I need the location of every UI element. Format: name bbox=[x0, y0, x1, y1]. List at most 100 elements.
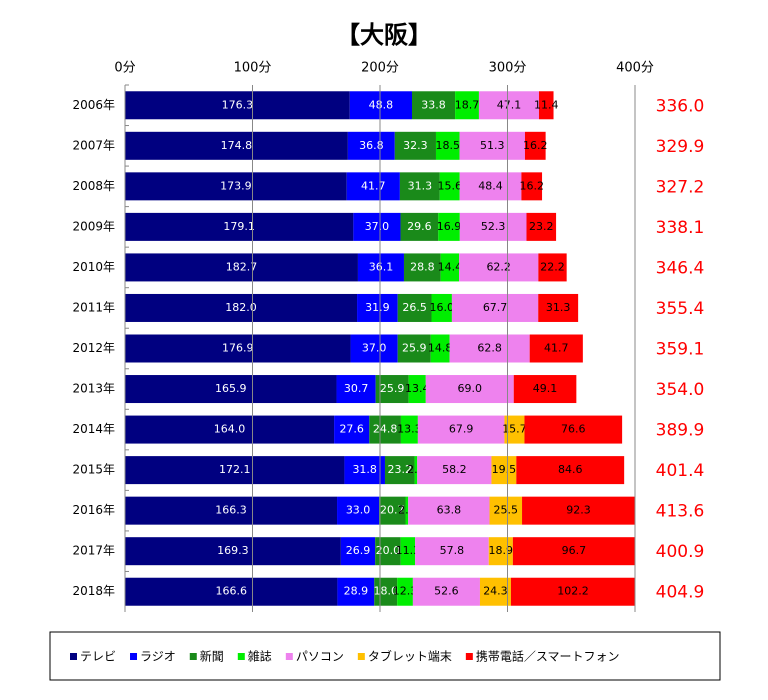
bar-segment bbox=[397, 577, 413, 606]
bar-segment bbox=[125, 334, 351, 363]
data-label: 172.1 bbox=[219, 463, 251, 476]
data-label: 33.8 bbox=[421, 98, 446, 111]
bar-segment bbox=[125, 91, 350, 120]
x-tick-label: 400分 bbox=[616, 61, 654, 76]
data-label: 19.5 bbox=[492, 463, 517, 476]
x-tick-label: 0分 bbox=[114, 61, 135, 76]
y-tick-label: 2009年 bbox=[72, 219, 115, 233]
total-label: 346.4 bbox=[656, 258, 705, 278]
y-tick-label: 2015年 bbox=[72, 463, 115, 477]
data-label: 47.1 bbox=[497, 98, 522, 111]
data-label: 49.1 bbox=[533, 382, 558, 395]
legend-label: 雑誌 bbox=[248, 649, 272, 664]
bar-segment bbox=[489, 496, 523, 525]
data-label: 169.3 bbox=[217, 544, 249, 557]
bar-segment bbox=[526, 212, 557, 241]
bar-segment bbox=[415, 537, 489, 566]
data-label: 18.7 bbox=[455, 98, 480, 111]
total-label: 400.9 bbox=[656, 542, 705, 562]
data-label: 12.3 bbox=[393, 585, 418, 598]
legend-label: タブレット端末 bbox=[368, 649, 452, 664]
bar-segment bbox=[125, 253, 358, 282]
data-label: 51.3 bbox=[480, 139, 505, 152]
legend-swatch bbox=[465, 653, 473, 660]
total-label: 404.9 bbox=[656, 583, 705, 603]
bar-segment bbox=[405, 496, 409, 525]
data-label: 14.4 bbox=[438, 260, 463, 273]
bar-segment bbox=[455, 91, 479, 120]
legend-swatch bbox=[237, 653, 245, 660]
y-tick-label: 2010年 bbox=[72, 260, 115, 274]
bar-segment bbox=[414, 456, 418, 485]
data-label: 84.6 bbox=[558, 463, 583, 476]
total-label: 413.6 bbox=[656, 502, 705, 522]
x-tick-label: 200分 bbox=[361, 61, 399, 76]
data-label: 29.6 bbox=[407, 220, 432, 233]
data-label: 58.2 bbox=[442, 463, 467, 476]
data-label: 26.9 bbox=[346, 544, 371, 557]
data-label: 20.7 bbox=[380, 504, 405, 517]
data-label: 182.0 bbox=[225, 301, 257, 314]
bar-segment bbox=[344, 456, 385, 485]
bar-segment bbox=[538, 293, 579, 322]
legend-swatch bbox=[357, 653, 365, 660]
bar-segment bbox=[400, 415, 418, 444]
data-label: 48.4 bbox=[478, 179, 503, 192]
bar-segment bbox=[417, 456, 492, 485]
y-tick-label: 2018年 bbox=[72, 584, 115, 598]
bar-segment bbox=[397, 293, 432, 322]
bar-segment bbox=[125, 172, 347, 201]
bar-segment bbox=[337, 496, 380, 525]
data-label: 173.9 bbox=[220, 179, 252, 192]
bar-segment bbox=[397, 334, 431, 363]
bar-segment bbox=[400, 212, 439, 241]
y-tick-label: 2011年 bbox=[72, 300, 115, 314]
bar-segment bbox=[513, 375, 577, 404]
bar-segment bbox=[430, 334, 450, 363]
legend-swatch bbox=[189, 653, 197, 660]
total-label: 327.2 bbox=[656, 177, 705, 197]
bar-segment bbox=[459, 131, 525, 160]
bar-segment bbox=[125, 496, 338, 525]
legend-label: ラジオ bbox=[140, 650, 176, 664]
data-label: 63.8 bbox=[437, 504, 462, 517]
data-label: 165.9 bbox=[215, 382, 247, 395]
bar-segment bbox=[512, 537, 635, 566]
bar-segment bbox=[425, 375, 514, 404]
bar-segment bbox=[399, 172, 440, 201]
total-label: 329.9 bbox=[656, 137, 705, 157]
bar-segment bbox=[125, 577, 338, 606]
data-label: 52.3 bbox=[481, 220, 506, 233]
data-label: 164.0 bbox=[214, 423, 246, 436]
data-label: 76.6 bbox=[561, 423, 586, 436]
bar-segment bbox=[400, 537, 416, 566]
legend-label: パソコン bbox=[296, 650, 344, 664]
data-label: 28.9 bbox=[344, 585, 369, 598]
bar-segment bbox=[353, 212, 401, 241]
bar-segment bbox=[125, 537, 341, 566]
data-label: 16.2 bbox=[523, 139, 548, 152]
data-label: 48.8 bbox=[369, 98, 394, 111]
data-label: 32.3 bbox=[403, 139, 428, 152]
data-label: 67.9 bbox=[449, 423, 474, 436]
bar-segment bbox=[504, 415, 525, 444]
bar-segment bbox=[336, 375, 376, 404]
total-label: 389.9 bbox=[656, 421, 705, 441]
bar-segment bbox=[431, 293, 452, 322]
data-label: 41.7 bbox=[361, 179, 386, 192]
bar-segment bbox=[125, 375, 337, 404]
bar-segment bbox=[451, 293, 539, 322]
data-label: 69.0 bbox=[458, 382, 483, 395]
data-label: 13.3 bbox=[397, 423, 422, 436]
legend-label: テレビ bbox=[80, 650, 116, 664]
data-label: 176.9 bbox=[222, 342, 254, 355]
bar-segment bbox=[349, 91, 413, 120]
data-label: 67.7 bbox=[483, 301, 508, 314]
data-label: 41.7 bbox=[544, 342, 569, 355]
data-label: 22.2 bbox=[540, 260, 565, 273]
bar-segment bbox=[379, 496, 406, 525]
x-tick-label: 300分 bbox=[489, 61, 527, 76]
data-label: 13.4 bbox=[405, 382, 430, 395]
y-tick-label: 2008年 bbox=[72, 179, 115, 193]
